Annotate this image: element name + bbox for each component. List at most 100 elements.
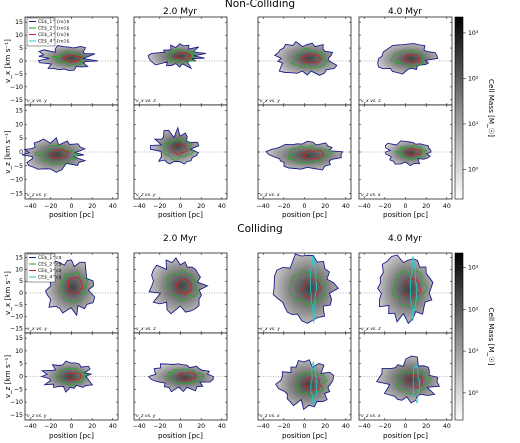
- x-tick-label: −40: [24, 423, 37, 430]
- x-tick-label: 20: [197, 203, 205, 210]
- contour-ce2: [287, 144, 334, 164]
- contour-ce2: [163, 137, 194, 161]
- panel: v_z vs. x −40 −20 0 20 40: [257, 104, 352, 210]
- x-tick-label: −20: [44, 203, 57, 210]
- x-tick-label: 20: [321, 203, 329, 210]
- legend-entry: CE$_4^{ro}$: [38, 39, 70, 45]
- contour-ce4: [309, 255, 318, 324]
- contour-ce3: [50, 149, 70, 160]
- legend: CE$_1^c$CE$_2^c$CE$_3^c$CE$_4^c$: [26, 253, 62, 283]
- contour-ce1: [375, 355, 441, 404]
- panel-label: v_x vs. y: [260, 327, 280, 332]
- contour-ce3: [177, 371, 197, 382]
- legend-entry: CE$_4^c$: [38, 275, 62, 281]
- y-tick-label: 5: [19, 45, 23, 52]
- colorbar-tick-label: 10³: [468, 30, 479, 37]
- x-tick-label: −40: [133, 203, 146, 210]
- y-tick-label: −15: [10, 190, 23, 197]
- contour-ce1: [275, 359, 335, 411]
- contour-ce3: [300, 53, 323, 64]
- contour-ce2: [394, 144, 428, 160]
- y-tick-label: −10: [10, 399, 23, 406]
- y-tick-label: 15: [15, 108, 23, 115]
- contour-ce1: [37, 45, 98, 72]
- panel-label: v_x vs. z: [136, 99, 156, 104]
- x-tick-label: 0: [303, 423, 307, 430]
- contour-ce1: [265, 140, 344, 171]
- panel: v_z vs. y 15 10 5 0 −5 −10 −15−40 −20 0 20 40: [10, 104, 119, 210]
- x-tick-label: 40: [218, 203, 226, 210]
- contour-ce3: [172, 143, 189, 156]
- contour-ce2: [390, 49, 425, 68]
- colorbar-label: Cell Mass [M_☉]: [487, 79, 496, 137]
- contour-ce2: [294, 370, 328, 398]
- colorbar-tick-label: 10¹: [468, 348, 479, 355]
- x-axis-label: position [pc]: [282, 210, 327, 219]
- x-tick-label: −40: [257, 423, 270, 430]
- panel-label: v_z vs. y: [136, 193, 156, 198]
- y-tick-label: 5: [19, 361, 23, 368]
- x-axis-label: position [pc]: [158, 431, 203, 440]
- panel: v_z vs. y −40 −20 0 20 40: [133, 104, 228, 210]
- y-tick-label: −10: [10, 314, 23, 321]
- y-tick-label: −15: [10, 412, 23, 419]
- x-tick-label: 20: [88, 423, 96, 430]
- x-tick-label: −20: [44, 423, 57, 430]
- mass-density-map: [377, 43, 438, 74]
- legend-entry: CE$_1^{ro}$: [38, 19, 70, 25]
- contour-ce1: [385, 140, 432, 167]
- panel: v_z vs. y −40 −20 0 20 40: [133, 332, 228, 430]
- colorbar-tick-label: 10³: [468, 265, 479, 272]
- mass-density-map: [149, 257, 208, 314]
- x-tick-label: 0: [179, 203, 183, 210]
- x-tick-label: −20: [153, 203, 166, 210]
- x-axis-label: position [pc]: [383, 431, 428, 440]
- x-tick-label: 0: [404, 423, 408, 430]
- panel-label: v_x vs. z: [361, 99, 381, 104]
- row-ylabel: v_x [km s⁻¹]: [3, 271, 12, 315]
- x-axis-label: position [pc]: [383, 210, 428, 219]
- contour-ce4: [410, 256, 418, 322]
- x-tick-label: 40: [109, 423, 117, 430]
- contour-ce2: [51, 50, 85, 67]
- colorbar-tick-label: 10⁰: [468, 390, 479, 397]
- contour-ce1: [273, 40, 338, 76]
- x-tick-label: 0: [404, 203, 408, 210]
- legend-entry: CE$_2^{ro}$: [38, 26, 70, 32]
- contour-ce3: [66, 372, 83, 382]
- panel-label: v_z vs. x: [361, 193, 381, 198]
- panel: v_z vs. x −40 −20 0 20 40: [358, 332, 453, 430]
- x-tick-label: 0: [303, 203, 307, 210]
- contour-ce2: [289, 47, 328, 70]
- panel: v_x vs. z: [133, 16, 228, 106]
- colorbar-tick-label: 10¹: [468, 121, 479, 128]
- panel-label: v_x vs. y: [260, 99, 280, 104]
- x-tick-label: 40: [342, 423, 350, 430]
- contour-ce1: [44, 259, 96, 317]
- time-label-late: 4.0 Myr: [388, 7, 422, 17]
- panel: v_x vs. z: [133, 252, 228, 334]
- y-tick-label: 0: [19, 149, 23, 156]
- contour-ce3: [402, 278, 422, 299]
- colorbar: [454, 16, 464, 200]
- panel: v_z vs. x −40 −20 0 20 40: [358, 104, 453, 210]
- colorbar-label: Cell Mass [M_☉]: [487, 308, 496, 366]
- panel: v_z vs. y 15 10 5 0 −5 −10 −15−40 −20 0 20 40: [10, 332, 119, 430]
- panel-label: v_z vs. y: [136, 414, 156, 419]
- contour-ce2: [391, 269, 429, 308]
- contour-ce4: [412, 364, 420, 404]
- y-tick-label: 10: [15, 348, 23, 355]
- panel-label: v_z vs. y: [27, 414, 47, 419]
- y-tick-label: 15: [15, 335, 23, 342]
- y-tick-label: −5: [14, 71, 23, 78]
- panel: v_x vs. z: [358, 252, 453, 334]
- y-tick-label: −15: [10, 325, 23, 332]
- y-tick-label: 5: [19, 278, 23, 285]
- contour-ce3: [62, 54, 83, 63]
- x-tick-label: −20: [378, 203, 391, 210]
- section-title: Colliding: [237, 223, 282, 235]
- x-tick-label: 40: [342, 203, 350, 210]
- colorbar-tick-label: 10⁰: [468, 166, 479, 173]
- legend-entry: CE$_3^c$: [38, 268, 62, 274]
